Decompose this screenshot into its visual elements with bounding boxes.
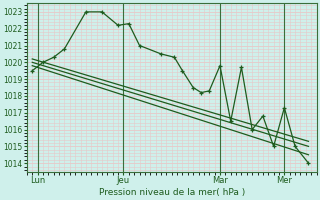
X-axis label: Pression niveau de la mer( hPa ): Pression niveau de la mer( hPa ) bbox=[99, 188, 245, 197]
